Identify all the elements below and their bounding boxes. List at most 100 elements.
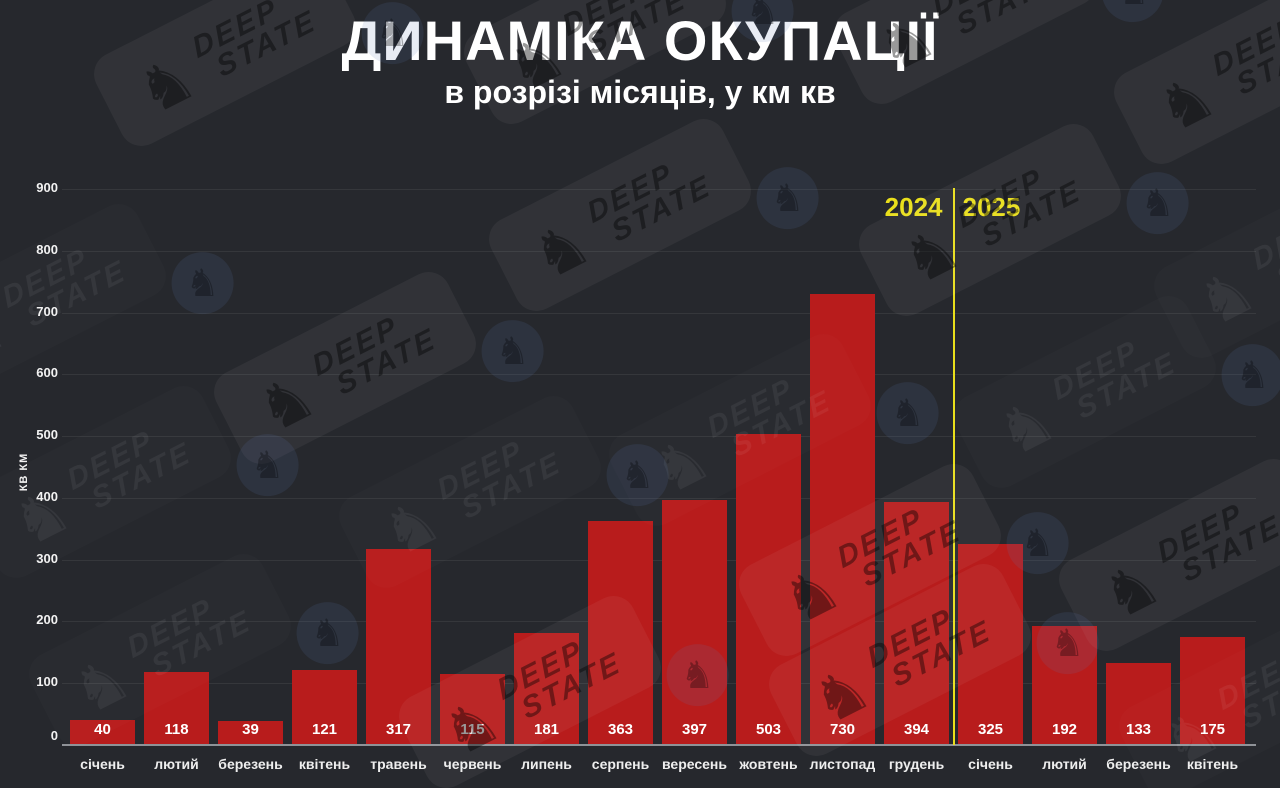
watermark-circle-badge: ♞ (296, 602, 359, 665)
bar: 325 (958, 544, 1023, 745)
year-label-2025: 2025 (962, 192, 1021, 222)
chess-knight-icon: ♞ (770, 177, 805, 220)
month-label: березень (1106, 756, 1171, 772)
y-tick-label: 800 (36, 241, 58, 257)
bar-value-label: 317 (385, 721, 412, 738)
chess-knight-icon: ♞ (61, 642, 142, 730)
bar: 40 (70, 720, 135, 745)
heading: ДИНАМІКА ОКУПАЦІЇ в розрізі місяців, у к… (0, 10, 1280, 111)
y-tick-label: 100 (36, 674, 58, 690)
chess-knight-icon: ♞ (495, 330, 530, 373)
gridline (62, 312, 1256, 314)
month-label: квітень (298, 756, 351, 772)
bar-value-label: 730 (829, 721, 856, 738)
month-label: вересень (662, 756, 727, 772)
chess-knight-icon: ♞ (310, 612, 345, 655)
chess-knight-icon: ♞ (641, 422, 722, 510)
bar-value-label: 325 (977, 721, 1004, 738)
watermark-circle-badge: ♞ (606, 444, 669, 507)
chess-knight-icon: ♞ (620, 454, 655, 497)
bar: 115 (440, 674, 505, 745)
month-label: серпень (591, 756, 650, 772)
month-label: липень (521, 756, 572, 772)
chess-knight-icon: ♞ (890, 392, 925, 435)
month-label: лютий (1042, 756, 1087, 772)
gridline (62, 250, 1256, 252)
y-tick-label: 900 (36, 180, 58, 195)
bar: 192 (1032, 626, 1097, 745)
bar: 175 (1180, 637, 1245, 745)
bar: 503 (736, 434, 801, 745)
chess-knight-icon: ♞ (1140, 182, 1175, 225)
chart-title: ДИНАМІКА ОКУПАЦІЇ (341, 9, 939, 72)
bar: 730 (810, 294, 875, 745)
year-divider-line (952, 188, 955, 745)
y-tick-label: 0 (50, 728, 58, 743)
gridline (62, 374, 1256, 376)
bar-value-label: 118 (164, 721, 189, 738)
bar-value-label: 181 (533, 721, 560, 738)
bar-value-label: 397 (681, 721, 708, 738)
bar: 394 (884, 502, 949, 745)
month-label: квітень (1186, 756, 1239, 772)
bar-value-label: 363 (607, 721, 634, 738)
bar: 397 (662, 500, 727, 745)
watermark-circle-badge: ♞ (1126, 172, 1189, 235)
bar-value-label: 503 (755, 721, 782, 738)
gridline (62, 559, 1256, 561)
y-tick-label: 200 (36, 612, 58, 628)
month-label: січень (80, 756, 125, 772)
gridline (62, 189, 1256, 190)
gridline (62, 683, 1256, 685)
watermark-circle-badge: ♞ (756, 167, 819, 230)
chess-knight-icon: ♞ (891, 212, 972, 300)
y-tick-label: 600 (36, 365, 58, 381)
bar: 133 (1106, 663, 1171, 745)
watermark-circle-badge: ♞ (876, 382, 939, 445)
month-label: січень (968, 756, 1013, 772)
month-label: лютий (154, 756, 199, 772)
month-label: березень (218, 756, 283, 772)
bar-value-label: 115 (460, 721, 485, 738)
month-label: грудень (888, 756, 945, 772)
chess-knight-icon: ♞ (986, 384, 1067, 472)
month-label: травень (370, 756, 427, 772)
chess-knight-icon: ♞ (185, 262, 220, 305)
bar-value-label: 192 (1051, 721, 1078, 738)
y-axis-title: КВ КМ (18, 452, 30, 492)
bar: 118 (144, 672, 209, 745)
chess-knight-icon: ♞ (1186, 254, 1267, 342)
month-label: листопад (809, 756, 876, 772)
y-tick-label: 500 (36, 427, 58, 443)
bar: 363 (588, 521, 653, 745)
bar-value-label: 121 (311, 721, 338, 738)
bar-value-label: 394 (903, 721, 930, 738)
year-label-2024: 2024 (884, 192, 943, 222)
chess-knight-icon: ♞ (250, 444, 285, 487)
gridline (62, 621, 1256, 623)
bar-value-label: 175 (1199, 721, 1226, 738)
watermark-circle-badge: ♞ (171, 252, 234, 315)
bar: 181 (514, 633, 579, 745)
bar: 39 (218, 721, 283, 745)
bar: 121 (292, 670, 357, 745)
gridline (62, 436, 1256, 438)
bar-value-label: 40 (94, 721, 111, 738)
y-tick-label: 300 (36, 550, 58, 566)
gridline (62, 497, 1256, 499)
watermark-circle-badge: ♞ (481, 320, 544, 383)
y-tick-label: 700 (36, 303, 58, 319)
watermark-circle-badge: ♞ (236, 434, 299, 497)
chess-knight-icon: ♞ (246, 360, 327, 448)
